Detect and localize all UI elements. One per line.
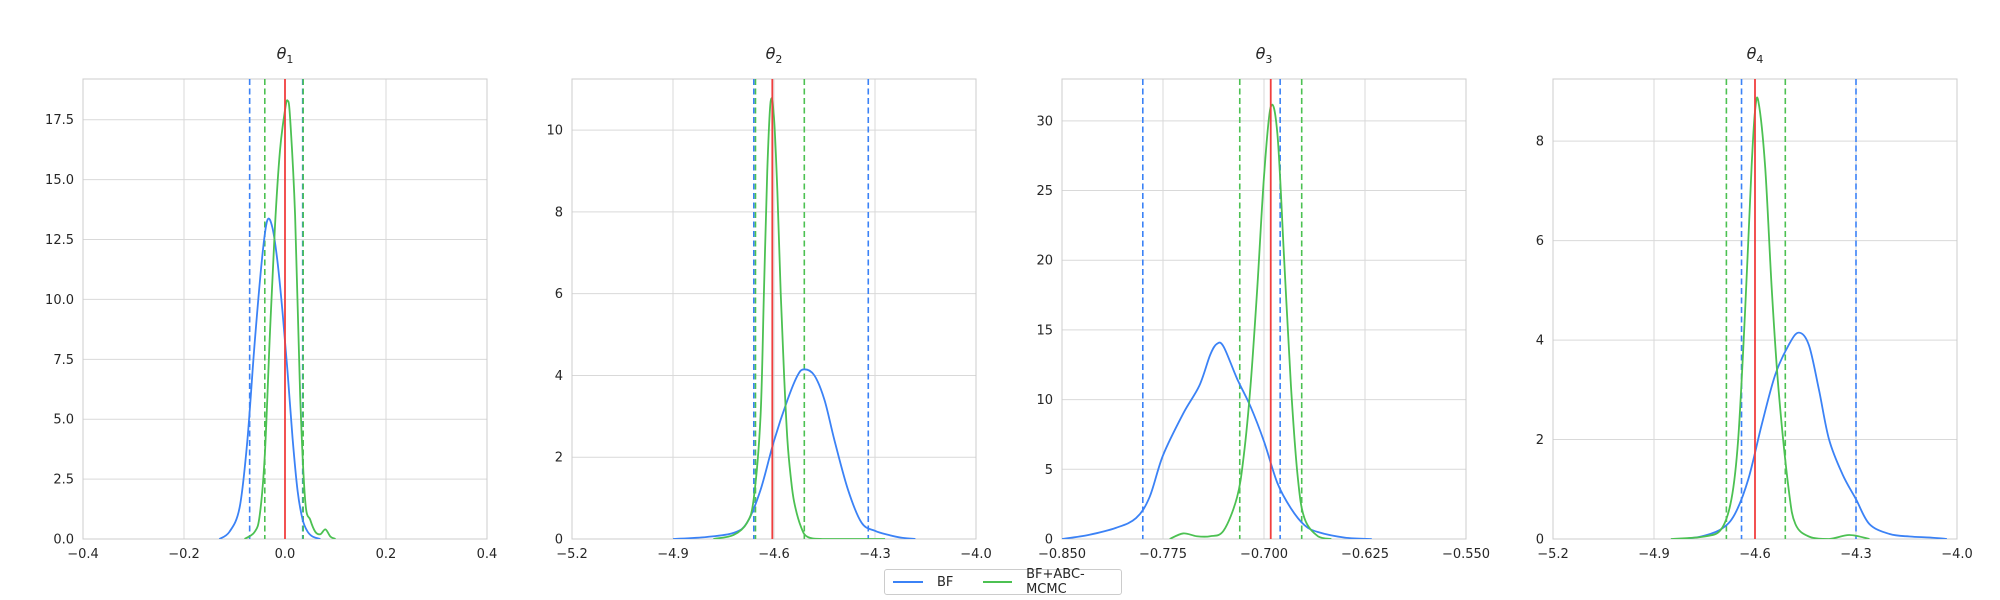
y-tick-label: 6: [1536, 234, 1544, 249]
panel-2: −5.2 −4.9 −4.6 −4.3 −4.0 0 2 4 6 8 10 θ2: [546, 44, 991, 562]
y-tick-label: 12.5: [45, 233, 74, 248]
legend-item-bf: BF: [893, 575, 953, 590]
x-tick-label: −0.850: [1038, 547, 1086, 562]
panel-4: −5.2 −4.9 −4.6 −4.3 −4.0 0 2 4 6 8 θ4: [1536, 44, 1973, 562]
panel-title: θ3: [1256, 44, 1273, 66]
x-tick-label: −4.0: [1941, 547, 1973, 562]
y-tick-label: 8: [555, 205, 563, 220]
density-curve-bf-abc: [713, 97, 886, 539]
density-curve-bf-abc: [244, 99, 336, 539]
density-curve-bf: [1062, 341, 1372, 539]
density-curve-bf-abc: [1169, 103, 1332, 539]
y-tick-label: 6: [555, 287, 563, 302]
y-tick-label: 10.0: [45, 293, 74, 308]
x-tick-label: −0.2: [168, 547, 200, 562]
legend-label-bf-abc: BF+ABC-MCMC: [1026, 567, 1085, 597]
y-tick-label: 30: [1036, 114, 1053, 129]
panel-3: −0.850 −0.775 −0.700 −0.625 −0.550 0 5 10 15 20 25…: [1036, 44, 1490, 562]
y-tick-label: 0: [1536, 533, 1544, 548]
y-tick-label: 17.5: [45, 113, 74, 128]
legend-swatch-bf-abc: [983, 581, 1013, 583]
y-tick-label: 0: [555, 533, 563, 548]
x-tick-label: −0.550: [1442, 547, 1490, 562]
y-tick-label: 2.5: [53, 473, 74, 488]
legend-item-bf-abc: BF+ABC-MCMC: [983, 567, 1121, 597]
panel-title: θ1: [277, 44, 294, 66]
x-tick-label: −4.3: [1840, 547, 1872, 562]
y-tick-label: 25: [1036, 184, 1053, 199]
y-tick-label: 7.5: [53, 353, 74, 368]
plot-area: [1062, 79, 1372, 539]
panel-title: θ2: [766, 44, 783, 66]
y-tick-label: 0.0: [53, 533, 74, 548]
x-tick-label: 0.2: [376, 547, 397, 562]
x-tick-label: −4.6: [758, 547, 790, 562]
y-tick-label: 0: [1045, 533, 1053, 548]
y-tick-label: 8: [1536, 135, 1544, 150]
x-tick-label: 0.0: [275, 547, 296, 562]
x-tick-label: −5.2: [556, 547, 588, 562]
x-tick-label: −5.2: [1537, 547, 1569, 562]
y-tick-label: 10: [546, 124, 563, 139]
y-tick-label: 20: [1036, 254, 1053, 269]
y-tick-label: 4: [555, 369, 563, 384]
plot-area: [218, 79, 336, 539]
panel-1: −0.4 −0.2 0.0 0.2 0.4 0.0 2.5 5.0 7.5 10.0 12.5 15.…: [45, 44, 497, 562]
x-tick-label: −4.0: [960, 547, 992, 562]
x-tick-label: −4.3: [859, 547, 891, 562]
density-curve-bf: [672, 368, 916, 539]
y-tick-label: 15: [1036, 323, 1053, 338]
density-curve-bf: [1680, 331, 1947, 539]
y-tick-label: 15.0: [45, 173, 74, 188]
x-tick-label: −0.4: [67, 547, 99, 562]
plot-area: [1670, 79, 1947, 539]
y-tick-label: 10: [1036, 393, 1053, 408]
plot-frame: [571, 78, 977, 540]
legend: BF BF+ABC-MCMC: [884, 567, 1122, 597]
x-tick-label: −0.775: [1139, 547, 1187, 562]
y-tick-label: 5: [1045, 463, 1053, 478]
y-tick-label: 4: [1536, 334, 1544, 349]
density-curve-bf: [218, 217, 321, 539]
plot-area: [672, 79, 916, 539]
legend-label-bf: BF: [937, 574, 954, 590]
panel-title: θ4: [1747, 44, 1764, 66]
x-tick-label: −4.9: [1638, 547, 1670, 562]
y-tick-label: 2: [555, 451, 563, 466]
y-tick-label: 2: [1536, 433, 1544, 448]
legend-swatch-bf: [893, 581, 923, 583]
x-tick-label: −4.6: [1739, 547, 1771, 562]
density-curve-bf-abc: [1670, 96, 1870, 539]
x-tick-label: −0.700: [1240, 547, 1288, 562]
x-tick-label: 0.4: [477, 547, 498, 562]
x-tick-label: −4.9: [657, 547, 689, 562]
y-tick-label: 5.0: [53, 413, 74, 428]
x-tick-label: −0.625: [1341, 547, 1389, 562]
plot-frame: [1061, 78, 1467, 540]
